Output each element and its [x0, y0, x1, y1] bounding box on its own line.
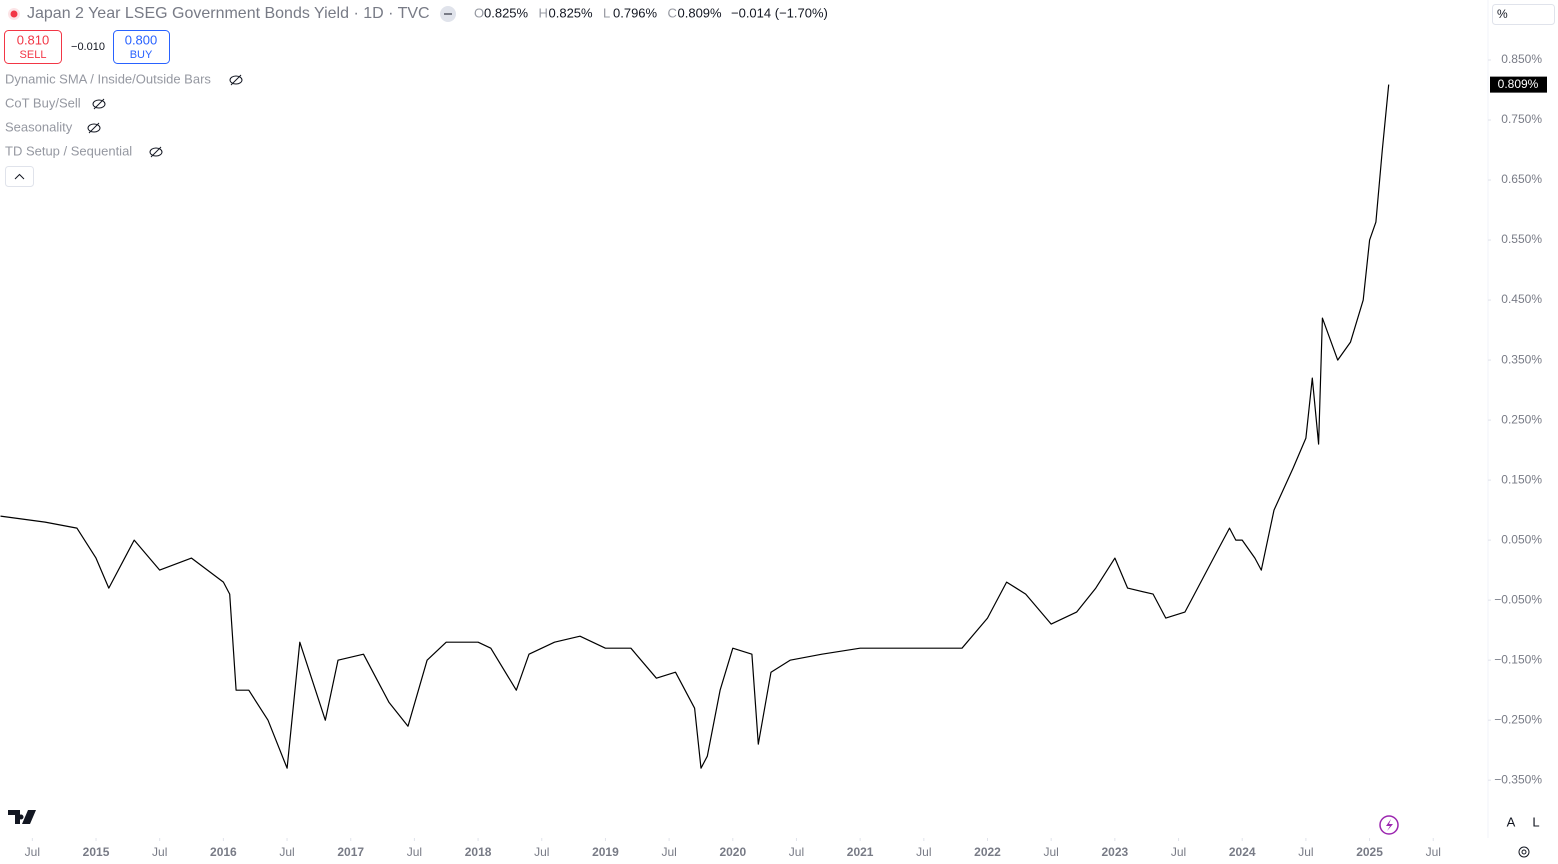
hidden-eye-slash: [88, 122, 100, 134]
x-tick-label: 2021: [847, 845, 874, 859]
sell-label: SELL: [20, 49, 47, 61]
spread: −0.010: [71, 41, 105, 53]
hidden-eye-icon: [92, 99, 106, 109]
x-tick-label: Jul: [661, 845, 676, 859]
y-tick-label: 0.350%: [1501, 352, 1542, 366]
y-tick-label: 0.050%: [1501, 532, 1542, 546]
y-tick-label: 0.150%: [1501, 472, 1542, 486]
ohlc: O 0.825% H 0.825% L 0.796% C 0.809%: [474, 5, 722, 20]
last-value-badge: [1490, 76, 1547, 93]
indicator-name: TD Setup / Sequential: [5, 143, 132, 158]
x-tick-label: 2015: [83, 845, 110, 859]
x-tick-label: Jul: [789, 845, 804, 859]
y-tick-label: 0.250%: [1501, 412, 1542, 426]
unit: %: [1497, 7, 1508, 21]
scale-log[interactable]: L: [1532, 814, 1539, 829]
buy-label: BUY: [130, 49, 153, 61]
x-tick-label: 2016: [210, 845, 237, 859]
status-dot-core: [10, 10, 18, 18]
y-tick-label: −0.150%: [1494, 652, 1542, 666]
sell-button[interactable]: [4, 30, 62, 64]
ohlc-key: H: [539, 5, 548, 20]
settings-icon[interactable]: [1518, 846, 1530, 858]
x-tick-label: Jul: [1171, 845, 1186, 859]
price-line: [0, 84, 1390, 769]
collapse-indicators[interactable]: [5, 166, 34, 187]
indicator-name: CoT Buy/Sell: [5, 95, 81, 110]
x-tick-label: Jul: [534, 845, 549, 859]
ohlc-key: O: [474, 5, 484, 20]
ohlc-key: C: [668, 5, 677, 20]
ohlc-key: L: [603, 5, 610, 20]
indicator-list: Dynamic SMA / Inside/Outside Bars CoT Buy…: [5, 71, 243, 158]
x-tick-label: Jul: [1298, 845, 1313, 859]
y-tick-label: 0.750%: [1501, 112, 1542, 126]
x-tick-label: 2017: [337, 845, 364, 859]
lightning-bolt: [1386, 819, 1393, 831]
y-tick-label: −0.250%: [1494, 712, 1542, 726]
last-value-label: 0.809%: [1498, 77, 1539, 91]
indicator-name: Seasonality: [5, 119, 73, 134]
settings-icon-core: [1521, 849, 1527, 855]
scale-auto[interactable]: A: [1507, 814, 1516, 829]
x-tick-label: 2020: [719, 845, 746, 859]
buy-button[interactable]: [113, 30, 170, 64]
collapse-icon: [444, 13, 452, 15]
hidden-eye-icon: [149, 147, 163, 157]
y-tick-label: 0.450%: [1501, 292, 1542, 306]
x-tick-label: 2018: [465, 845, 492, 859]
x-tick-label: 2022: [974, 845, 1001, 859]
ohlc-value: 0.825%: [484, 5, 529, 20]
x-tick-label: 2023: [1102, 845, 1129, 859]
y-tick-label: 0.650%: [1501, 172, 1542, 186]
buy-price: 0.800: [125, 32, 158, 47]
ohlc-value: 0.809%: [678, 5, 723, 20]
tv-logo-dot: [18, 814, 24, 820]
indicator-name: Dynamic SMA / Inside/Outside Bars: [5, 71, 211, 86]
chevron-icon: [14, 173, 25, 180]
ohlc-value: 0.796%: [613, 5, 658, 20]
x-tick-label: Jul: [1426, 845, 1441, 859]
x-tick-label: Jul: [152, 845, 167, 859]
x-tick-label: 2024: [1229, 845, 1256, 859]
x-tick-label: 2019: [592, 845, 619, 859]
y-tick-label: 0.850%: [1501, 52, 1542, 66]
lightning-icon[interactable]: [1379, 815, 1399, 835]
hidden-eye-icon: [229, 75, 243, 85]
x-tick-label: Jul: [25, 845, 40, 859]
hidden-eye-slash: [93, 98, 105, 110]
y-tick-label: −0.350%: [1494, 772, 1542, 786]
x-tick-label: Jul: [279, 845, 294, 859]
ohlc-value: 0.825%: [549, 5, 594, 20]
y-tick-label: 0.550%: [1501, 232, 1542, 246]
hidden-eye-slash: [150, 146, 162, 158]
tv-logo: [8, 810, 36, 824]
x-tick-label: Jul: [407, 845, 422, 859]
x-tick-label: Jul: [916, 845, 931, 859]
symbol-title: Japan 2 Year LSEG Government Bonds Yield…: [27, 5, 430, 22]
sell-price: 0.810: [17, 32, 50, 47]
x-tick-label: 2025: [1356, 845, 1383, 859]
y-tick-label: −0.050%: [1494, 592, 1542, 606]
change: −0.014 (−1.70%): [731, 5, 828, 20]
x-tick-label: Jul: [1044, 845, 1059, 859]
unit-box[interactable]: [1492, 4, 1555, 25]
hidden-eye-slash: [230, 74, 242, 86]
hidden-eye-icon: [87, 123, 101, 133]
